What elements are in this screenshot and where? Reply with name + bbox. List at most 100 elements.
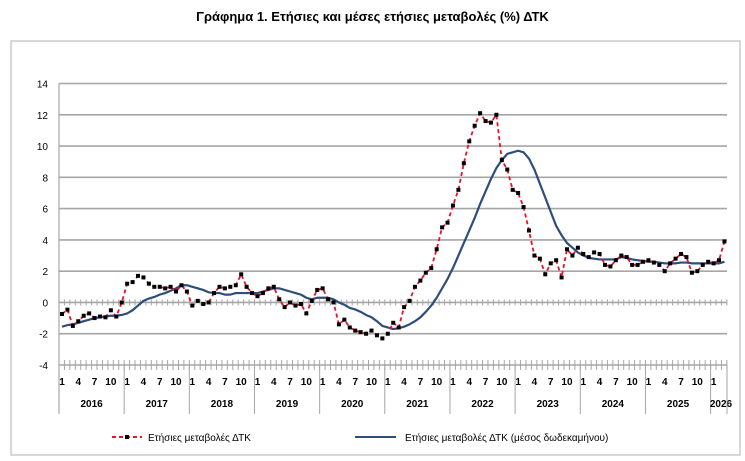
y-tick-label: 0 [42, 298, 48, 309]
month-tick-label: 1 [580, 377, 586, 388]
data-point-annual [374, 333, 379, 338]
month-tick-label: 4 [206, 377, 212, 388]
data-point-annual [559, 275, 564, 280]
data-point-annual [630, 262, 635, 267]
data-point-annual [103, 315, 108, 320]
data-point-annual [212, 291, 217, 296]
data-point-annual [706, 259, 711, 264]
data-point-annual [635, 262, 640, 267]
data-point-annual [293, 303, 298, 308]
year-label: 2016 [80, 399, 103, 410]
data-point-annual [266, 286, 271, 291]
data-point-annual [597, 251, 602, 256]
data-point-annual [282, 305, 287, 310]
data-point-annual [108, 308, 113, 313]
data-point-annual [662, 269, 667, 274]
month-tick-label: 7 [222, 377, 228, 388]
month-tick-label: 4 [401, 377, 407, 388]
data-point-annual [298, 302, 303, 307]
data-point-annual [288, 300, 293, 305]
y-tick-label: 2 [42, 267, 48, 278]
data-point-annual [222, 286, 227, 291]
data-point-annual [717, 258, 722, 263]
data-point-annual [119, 300, 124, 305]
data-point-annual [304, 311, 309, 316]
data-point-annual [450, 203, 455, 208]
data-point-annual [673, 256, 678, 261]
legend-marker [125, 435, 129, 439]
data-point-annual [125, 281, 130, 286]
data-point-annual [76, 319, 81, 324]
data-point-annual [554, 258, 559, 263]
data-point-annual [510, 187, 515, 192]
year-label: 2023 [537, 399, 560, 410]
data-point-annual [657, 262, 662, 267]
month-tick-label: 10 [366, 377, 378, 388]
data-point-annual [711, 261, 716, 266]
month-tick-label: 7 [678, 377, 684, 388]
data-point-annual [174, 289, 179, 294]
year-label: 2021 [406, 399, 429, 410]
legend-label-average: Ετήσιες μεταβολές ΔΤΚ (μέσος δωδεκαμήνου… [405, 432, 608, 444]
data-point-annual [65, 307, 70, 312]
month-tick-label: 10 [496, 377, 508, 388]
data-point-annual [668, 261, 673, 266]
data-point-annual [336, 322, 341, 327]
data-point-annual [586, 255, 591, 260]
data-point-annual [70, 323, 75, 328]
month-tick-label: 7 [613, 377, 619, 388]
data-point-annual [624, 255, 629, 260]
data-point-annual [250, 291, 255, 296]
month-tick-label: 1 [255, 377, 261, 388]
data-point-annual [418, 278, 423, 283]
month-tick-label: 7 [92, 377, 98, 388]
data-point-annual [396, 325, 401, 330]
month-tick-label: 1 [320, 377, 326, 388]
month-tick-label: 4 [466, 377, 472, 388]
data-point-annual [358, 330, 363, 335]
data-point-annual [364, 331, 369, 336]
data-point-annual [646, 258, 651, 263]
data-point-annual [407, 298, 412, 303]
data-point-annual [488, 120, 493, 125]
data-point-annual [130, 280, 135, 285]
data-point-annual [548, 261, 553, 266]
data-point-annual [722, 239, 727, 244]
data-point-annual [445, 220, 450, 225]
y-tick-label: 8 [42, 173, 48, 184]
data-point-annual [244, 284, 249, 289]
data-point-annual [613, 258, 618, 263]
data-point-annual [277, 297, 282, 302]
chart-title: Γράφημα 1. Ετήσιες και μέσες ετήσιες μετ… [196, 9, 549, 24]
data-point-annual [81, 313, 86, 318]
legend-label-annual: Ετήσιες μεταβολές ΔΤΚ [148, 432, 251, 444]
data-point-annual [461, 161, 466, 166]
y-tick-label: 12 [37, 111, 49, 122]
month-tick-label: 10 [431, 377, 443, 388]
data-point-annual [412, 284, 417, 289]
month-tick-label: 1 [515, 377, 521, 388]
data-point-annual [478, 111, 483, 116]
month-tick-label: 7 [483, 377, 489, 388]
data-point-annual [179, 283, 184, 288]
month-tick-label: 10 [627, 377, 639, 388]
y-tick-label: 6 [42, 205, 48, 216]
y-tick-label: 4 [42, 236, 48, 247]
data-point-annual [592, 250, 597, 255]
data-point-annual [136, 273, 141, 278]
data-point-annual [505, 167, 510, 172]
data-point-annual [651, 260, 656, 265]
year-label: 2022 [471, 399, 494, 410]
data-point-annual [239, 272, 244, 277]
data-point-annual [619, 253, 624, 258]
data-point-annual [483, 119, 488, 124]
data-point-annual [87, 311, 92, 316]
data-point-annual [608, 264, 613, 269]
year-label: 2017 [146, 399, 169, 410]
data-point-annual [581, 251, 586, 256]
data-point-annual [184, 289, 189, 294]
data-point-annual [499, 158, 504, 163]
data-point-annual [689, 270, 694, 275]
month-tick-label: 4 [141, 377, 147, 388]
